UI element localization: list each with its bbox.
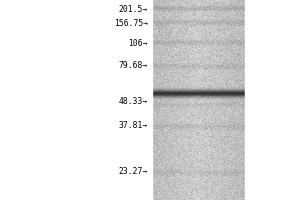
Text: 156.75→: 156.75→ xyxy=(114,19,148,27)
Text: 79.68→: 79.68→ xyxy=(119,62,148,71)
Text: 37.81→: 37.81→ xyxy=(119,121,148,130)
Text: 48.33→: 48.33→ xyxy=(119,98,148,106)
Bar xyxy=(0,0,152,200)
Bar xyxy=(245,0,300,200)
Text: 106→: 106→ xyxy=(128,38,148,47)
Text: 23.27→: 23.27→ xyxy=(119,166,148,176)
Text: 201.5→: 201.5→ xyxy=(119,4,148,14)
